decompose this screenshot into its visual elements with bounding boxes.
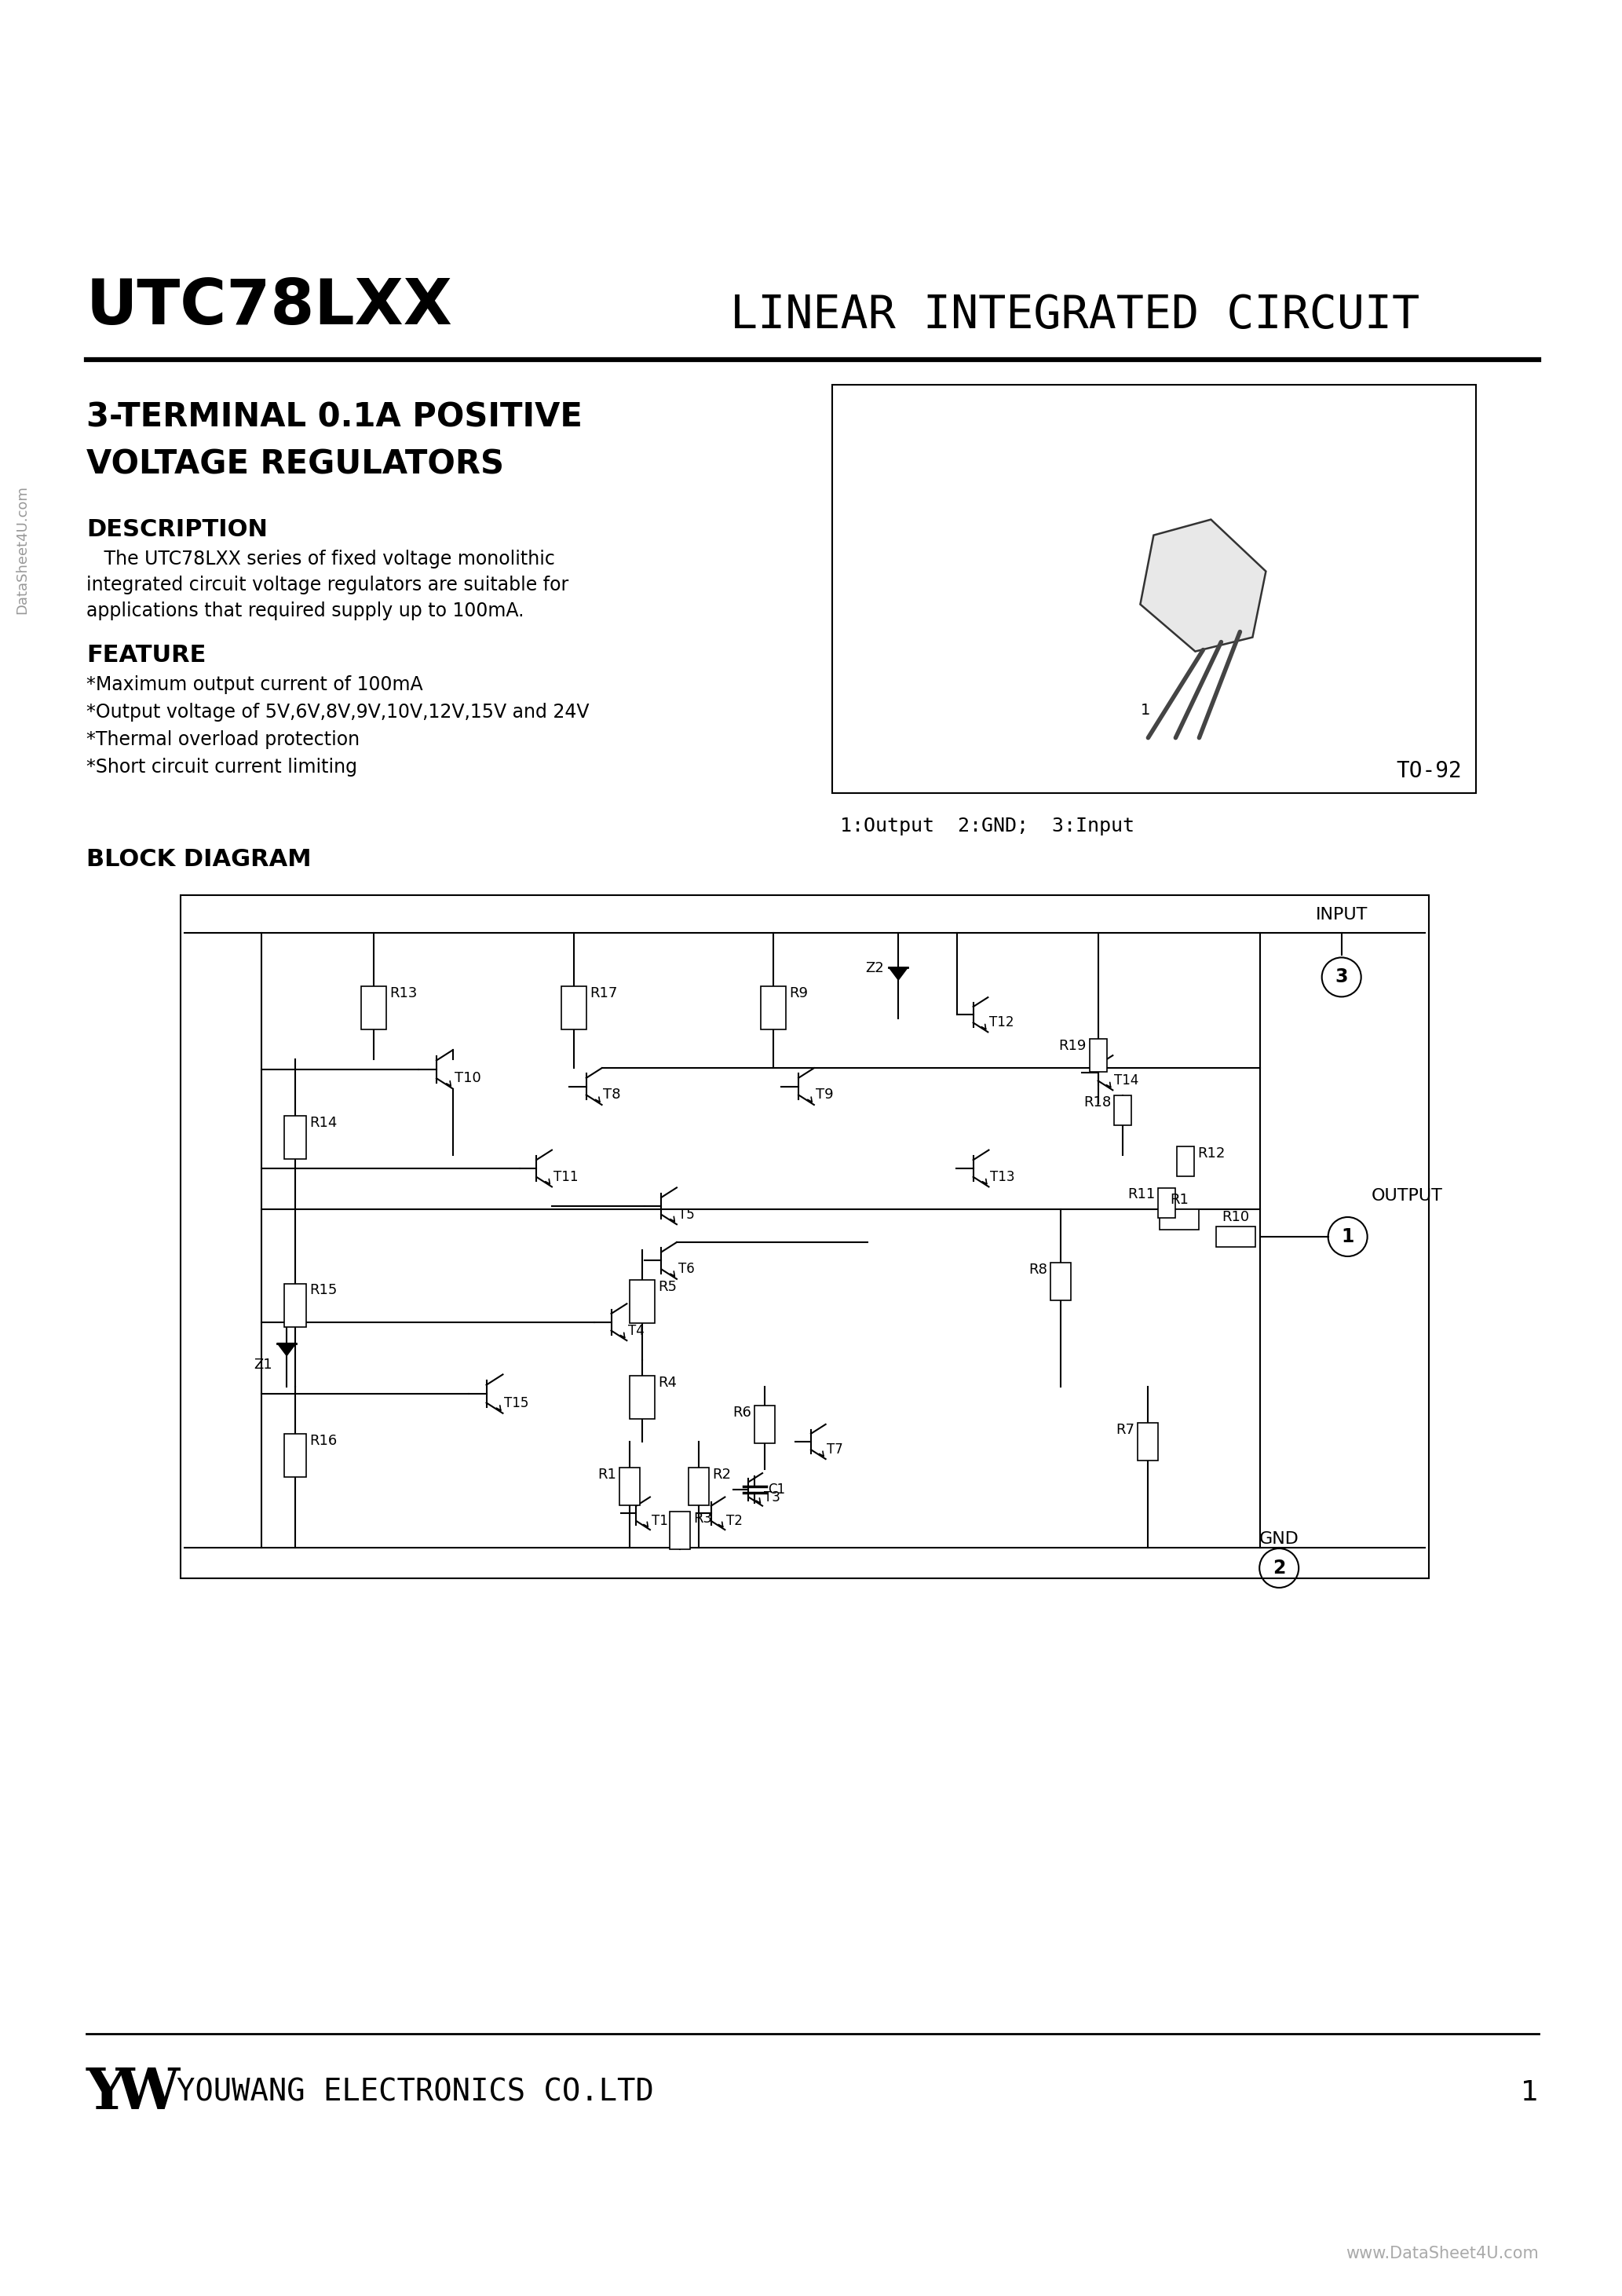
Text: OUTPUT: OUTPUT — [1371, 1187, 1442, 1203]
Text: The UTC78LXX series of fixed voltage monolithic: The UTC78LXX series of fixed voltage mon… — [86, 549, 555, 569]
Text: R19: R19 — [1059, 1040, 1087, 1054]
Text: TO-92: TO-92 — [1397, 760, 1461, 783]
Text: 3-TERMINAL 0.1A POSITIVE: 3-TERMINAL 0.1A POSITIVE — [86, 400, 582, 434]
Text: 3: 3 — [1335, 967, 1348, 987]
Bar — [180, 895, 1429, 1577]
Bar — [1051, 1263, 1071, 1300]
Text: GND: GND — [1259, 1531, 1299, 1548]
Text: 1:Output  2:GND;  3:Input: 1:Output 2:GND; 3:Input — [840, 817, 1134, 836]
Bar — [670, 1511, 689, 1550]
Text: R4: R4 — [659, 1375, 676, 1389]
Polygon shape — [1140, 519, 1265, 652]
Polygon shape — [889, 967, 908, 980]
Text: *Output voltage of 5V,6V,8V,9V,10V,12V,15V and 24V: *Output voltage of 5V,6V,8V,9V,10V,12V,1… — [86, 703, 589, 721]
Text: R5: R5 — [659, 1281, 676, 1295]
Text: R6: R6 — [733, 1405, 751, 1419]
Text: T14: T14 — [1114, 1075, 1139, 1088]
Text: T6: T6 — [678, 1263, 694, 1277]
Text: 1: 1 — [1140, 703, 1150, 719]
Text: R17: R17 — [589, 987, 618, 1001]
Text: T10: T10 — [454, 1072, 480, 1086]
Text: T3: T3 — [764, 1490, 780, 1504]
Text: Z2: Z2 — [866, 962, 884, 976]
Text: R11: R11 — [1127, 1187, 1155, 1201]
Text: R13: R13 — [389, 987, 417, 1001]
Text: R1: R1 — [1169, 1194, 1189, 1208]
Text: *Maximum output current of 100mA: *Maximum output current of 100mA — [86, 675, 423, 693]
Text: R1: R1 — [599, 1467, 616, 1481]
Text: T8: T8 — [603, 1088, 621, 1102]
Bar — [1160, 1210, 1199, 1231]
Bar — [1178, 1146, 1194, 1176]
Bar — [754, 1405, 775, 1444]
Bar — [688, 1467, 709, 1504]
Text: integrated circuit voltage regulators are suitable for: integrated circuit voltage regulators ar… — [86, 576, 569, 595]
Text: R3: R3 — [693, 1511, 712, 1527]
Text: R14: R14 — [310, 1116, 337, 1130]
Text: DataSheet4U.com: DataSheet4U.com — [15, 484, 29, 613]
Text: T12: T12 — [989, 1015, 1014, 1031]
Text: 1: 1 — [1341, 1228, 1354, 1247]
Bar — [284, 1283, 307, 1327]
Bar — [284, 1433, 307, 1476]
Text: W: W — [117, 2064, 180, 2122]
Text: R18: R18 — [1083, 1095, 1111, 1109]
Bar — [761, 987, 787, 1029]
Text: LINEAR INTEGRATED CIRCUIT: LINEAR INTEGRATED CIRCUIT — [730, 294, 1419, 338]
Text: T4: T4 — [628, 1322, 644, 1339]
Text: T15: T15 — [504, 1396, 529, 1410]
Text: R2: R2 — [712, 1467, 732, 1481]
Text: YOUWANG ELECTRONICS CO.LTD: YOUWANG ELECTRONICS CO.LTD — [177, 2078, 654, 2108]
Text: R15: R15 — [310, 1283, 337, 1297]
Text: R12: R12 — [1197, 1146, 1225, 1162]
Text: R7: R7 — [1116, 1424, 1135, 1437]
Text: T1: T1 — [652, 1513, 668, 1529]
Text: 1: 1 — [1521, 2080, 1539, 2105]
Text: *Short circuit current limiting: *Short circuit current limiting — [86, 758, 357, 776]
Bar — [1216, 1226, 1255, 1247]
Bar — [1158, 1187, 1176, 1217]
Text: R16: R16 — [310, 1433, 337, 1449]
Text: T5: T5 — [678, 1208, 694, 1221]
Text: BLOCK DIAGRAM: BLOCK DIAGRAM — [86, 847, 311, 870]
Text: Y: Y — [86, 2064, 127, 2122]
Text: *Thermal overload protection: *Thermal overload protection — [86, 730, 360, 748]
Text: C1: C1 — [767, 1483, 785, 1497]
Text: 2: 2 — [1273, 1559, 1286, 1577]
Text: DESCRIPTION: DESCRIPTION — [86, 519, 268, 542]
Bar — [620, 1467, 641, 1504]
Text: R9: R9 — [790, 987, 808, 1001]
Text: T7: T7 — [827, 1442, 843, 1456]
Bar — [832, 386, 1476, 792]
Bar — [1114, 1095, 1132, 1125]
Text: R10: R10 — [1221, 1210, 1249, 1224]
Text: T9: T9 — [816, 1088, 834, 1102]
Bar — [284, 1116, 307, 1159]
Bar — [561, 987, 586, 1029]
Text: INPUT: INPUT — [1315, 907, 1367, 923]
Bar — [362, 987, 386, 1029]
Text: T2: T2 — [727, 1513, 743, 1529]
Text: R8: R8 — [1028, 1263, 1048, 1277]
Text: Z1: Z1 — [255, 1357, 272, 1371]
Polygon shape — [277, 1343, 297, 1355]
Text: T13: T13 — [989, 1171, 1015, 1185]
Text: VOLTAGE REGULATORS: VOLTAGE REGULATORS — [86, 448, 504, 480]
Bar — [629, 1375, 655, 1419]
Bar — [629, 1281, 655, 1322]
Text: UTC78LXX: UTC78LXX — [86, 276, 453, 338]
Text: FEATURE: FEATURE — [86, 643, 206, 666]
Text: T11: T11 — [553, 1171, 577, 1185]
Text: applications that required supply up to 100mA.: applications that required supply up to … — [86, 602, 524, 620]
Text: www.DataSheet4U.com: www.DataSheet4U.com — [1346, 2245, 1539, 2262]
Bar — [1090, 1040, 1106, 1072]
Bar — [1137, 1424, 1158, 1460]
